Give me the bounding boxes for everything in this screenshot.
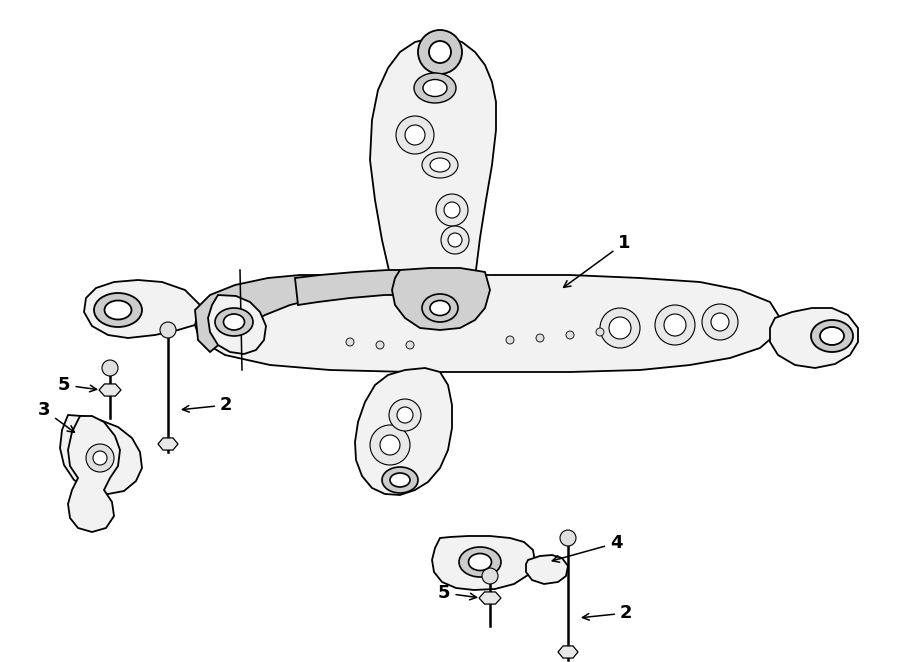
Ellipse shape [422, 152, 458, 178]
Circle shape [380, 435, 400, 455]
Circle shape [397, 407, 413, 423]
Circle shape [396, 116, 434, 154]
Circle shape [711, 313, 729, 331]
Circle shape [405, 125, 425, 145]
Circle shape [406, 341, 414, 349]
Ellipse shape [94, 293, 142, 327]
Circle shape [441, 226, 469, 254]
Circle shape [376, 341, 384, 349]
Polygon shape [558, 646, 578, 658]
Polygon shape [392, 268, 490, 330]
Ellipse shape [820, 327, 844, 345]
Circle shape [482, 568, 498, 584]
Text: 5: 5 [58, 376, 96, 394]
Ellipse shape [430, 158, 450, 172]
Circle shape [93, 451, 107, 465]
Ellipse shape [382, 467, 418, 493]
Circle shape [536, 334, 544, 342]
Circle shape [596, 328, 604, 336]
Text: 1: 1 [563, 234, 631, 287]
Circle shape [448, 233, 462, 247]
Ellipse shape [414, 73, 456, 103]
Circle shape [566, 331, 574, 339]
Ellipse shape [104, 301, 131, 320]
Polygon shape [99, 384, 121, 396]
Ellipse shape [422, 294, 458, 322]
Polygon shape [295, 270, 450, 305]
Ellipse shape [390, 473, 410, 487]
Circle shape [444, 202, 460, 218]
Circle shape [389, 399, 421, 431]
Text: 3: 3 [38, 401, 75, 432]
Ellipse shape [215, 308, 253, 336]
Polygon shape [432, 536, 535, 590]
Circle shape [370, 425, 410, 465]
Circle shape [86, 444, 114, 472]
Circle shape [664, 314, 686, 336]
Text: 4: 4 [553, 534, 623, 562]
Polygon shape [68, 416, 120, 532]
Ellipse shape [469, 553, 491, 571]
Circle shape [609, 317, 631, 339]
Polygon shape [208, 295, 266, 354]
Circle shape [160, 322, 176, 338]
Text: 2: 2 [183, 396, 232, 414]
Polygon shape [526, 555, 568, 584]
Circle shape [102, 360, 118, 376]
Ellipse shape [430, 301, 450, 316]
Text: 5: 5 [438, 584, 477, 602]
Circle shape [655, 305, 695, 345]
Polygon shape [479, 592, 501, 604]
Polygon shape [60, 415, 142, 494]
Circle shape [702, 304, 738, 340]
Circle shape [429, 41, 451, 63]
Circle shape [506, 336, 514, 344]
Ellipse shape [423, 79, 447, 97]
Circle shape [560, 530, 576, 546]
Circle shape [436, 194, 468, 226]
Polygon shape [158, 438, 178, 450]
Polygon shape [770, 308, 858, 368]
Ellipse shape [811, 320, 853, 352]
Polygon shape [195, 275, 780, 372]
Ellipse shape [459, 547, 501, 577]
Polygon shape [195, 275, 340, 352]
Circle shape [346, 338, 354, 346]
Polygon shape [84, 280, 200, 338]
Ellipse shape [223, 314, 245, 330]
Text: 2: 2 [582, 604, 633, 622]
Polygon shape [370, 38, 496, 278]
Circle shape [600, 308, 640, 348]
Polygon shape [355, 368, 452, 495]
Circle shape [418, 30, 462, 74]
